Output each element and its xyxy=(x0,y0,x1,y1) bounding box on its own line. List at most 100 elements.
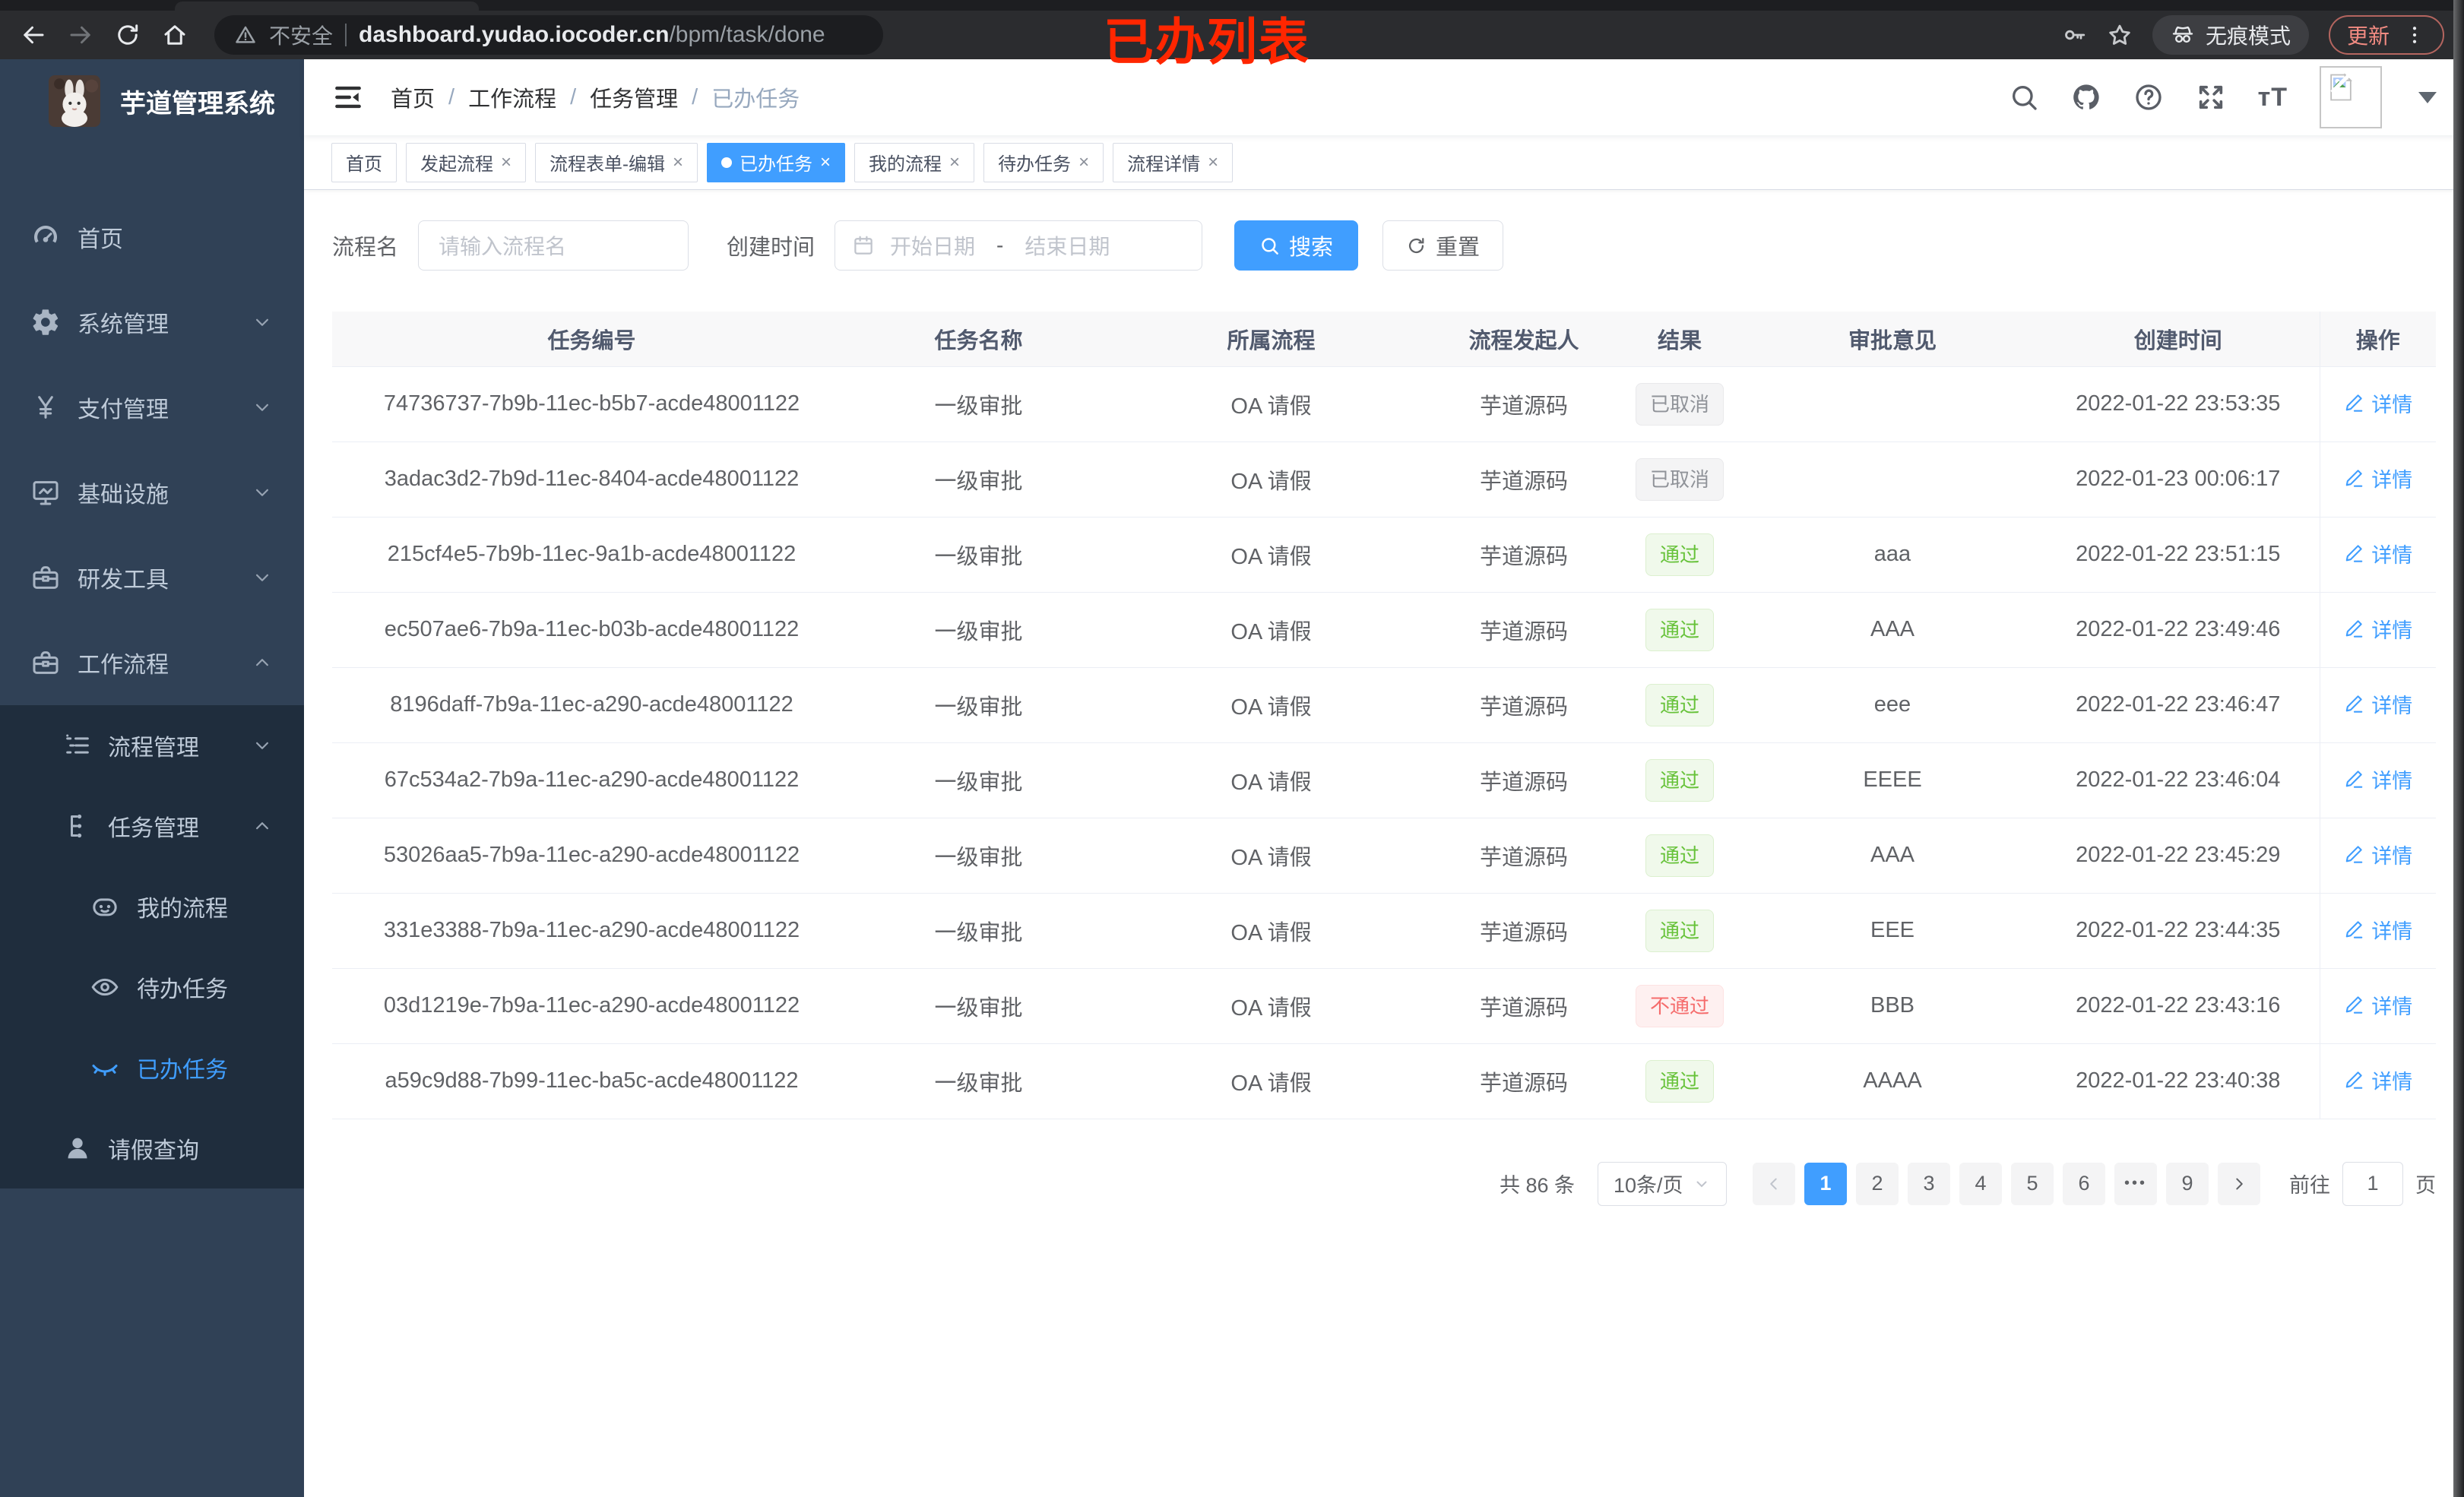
url-bar[interactable]: 不安全 dashboard.yudao.iocoder.cn/bpm/task/… xyxy=(214,15,883,55)
kebab-menu-icon[interactable] xyxy=(2403,24,2426,46)
reload-icon[interactable] xyxy=(114,21,141,49)
avatar[interactable] xyxy=(2320,66,2382,128)
edit-icon xyxy=(2343,843,2364,865)
font-size-icon[interactable]: тT xyxy=(2257,82,2288,112)
sidebar-item-devtool[interactable]: 研发工具 xyxy=(0,535,304,620)
tab-首页[interactable]: 首页 xyxy=(331,142,397,182)
browser-active-tab[interactable] xyxy=(175,2,479,11)
cell-starter: 芋道源码 xyxy=(1436,592,1611,668)
page-button-2[interactable]: 2 xyxy=(1856,1162,1899,1205)
bookmark-star-icon[interactable] xyxy=(2107,22,2133,48)
incognito-icon xyxy=(2171,23,2195,47)
page-size-select[interactable]: 10条/页 xyxy=(1598,1161,1727,1206)
cell-process: OA 请假 xyxy=(1106,592,1436,668)
forward-icon[interactable] xyxy=(67,21,94,49)
table-row: a59c9d88-7b99-11ec-ba5c-acde48001122 一级审批… xyxy=(332,1043,2436,1119)
cell-task-name: 一级审批 xyxy=(851,1043,1106,1119)
more-pages-button[interactable]: ••• xyxy=(2114,1162,2157,1205)
search-icon[interactable] xyxy=(2009,82,2039,112)
tab-流程详情[interactable]: 流程详情 × xyxy=(1113,142,1234,182)
sidebar-item-pay[interactable]: 支付管理 xyxy=(0,365,304,450)
cell-result: 已取消 xyxy=(1611,442,1748,517)
breadcrumb-workflow[interactable]: 工作流程 xyxy=(468,87,557,112)
detail-link[interactable]: 详情 xyxy=(2343,840,2412,869)
page-button-3[interactable]: 3 xyxy=(1908,1162,1950,1205)
breadcrumb-task-mgmt[interactable]: 任务管理 xyxy=(590,87,679,112)
sidebar-item-my-process[interactable]: 我的流程 xyxy=(0,866,304,947)
cell-actions: 详情 xyxy=(2319,366,2436,442)
cell-starter: 芋道源码 xyxy=(1436,366,1611,442)
create-time-range-input[interactable]: 开始日期 - 结束日期 xyxy=(835,220,1203,271)
page-button-5[interactable]: 5 xyxy=(2011,1162,2054,1205)
page-button-4[interactable]: 4 xyxy=(1959,1162,2002,1205)
sidebar-item-leave-query[interactable]: 请假查询 xyxy=(0,1108,304,1188)
search-button[interactable]: 搜索 xyxy=(1234,220,1359,271)
cell-process: OA 请假 xyxy=(1106,442,1436,517)
goto-page-input[interactable]: 1 xyxy=(2342,1161,2403,1206)
github-icon[interactable] xyxy=(2071,82,2101,112)
cell-result: 通过 xyxy=(1611,1043,1748,1119)
prev-page-button[interactable] xyxy=(1753,1162,1795,1205)
edit-icon xyxy=(2343,543,2364,564)
tab-已办任务[interactable]: 已办任务 × xyxy=(707,142,846,182)
sidebar-item-label: 系统管理 xyxy=(78,312,169,337)
chevron-down-icon xyxy=(1693,1175,1711,1193)
close-icon[interactable]: × xyxy=(673,151,684,172)
main-panel: 首页 / 工作流程 / 任务管理 / 已办任务 тT 首页 发起流程 × 流程表单-编… xyxy=(304,59,2464,1497)
reset-button[interactable]: 重置 xyxy=(1382,220,1504,271)
status-badge: 已取消 xyxy=(1635,382,1724,426)
detail-link[interactable]: 详情 xyxy=(2343,614,2412,644)
tab-发起流程[interactable]: 发起流程 × xyxy=(406,142,527,182)
sidebar-collapse-icon[interactable] xyxy=(331,81,365,114)
update-button[interactable]: 更新 xyxy=(2328,15,2444,55)
page-button-1[interactable]: 1 xyxy=(1804,1162,1847,1205)
detail-link[interactable]: 详情 xyxy=(2343,539,2412,568)
start-date-placeholder: 开始日期 xyxy=(890,235,976,258)
fullscreen-icon[interactable] xyxy=(2196,82,2226,112)
edit-icon xyxy=(2343,768,2364,790)
close-icon[interactable]: × xyxy=(1078,151,1090,172)
url-path: /bpm/task/done xyxy=(669,22,825,47)
cell-starter: 芋道源码 xyxy=(1436,818,1611,894)
briefcase-icon xyxy=(30,647,61,678)
cell-starter: 芋道源码 xyxy=(1436,517,1611,593)
detail-link[interactable]: 详情 xyxy=(2343,388,2412,418)
detail-link[interactable]: 详情 xyxy=(2343,689,2412,719)
breadcrumb-home[interactable]: 首页 xyxy=(391,87,435,112)
home-icon[interactable] xyxy=(161,21,188,49)
detail-link[interactable]: 详情 xyxy=(2343,764,2412,794)
sidebar-item-home[interactable]: 首页 xyxy=(0,195,304,280)
filter-bar: 流程名 请输入流程名 创建时间 开始日期 - 结束日期 搜索 重置 xyxy=(332,220,2436,271)
sidebar-item-workflow[interactable]: 工作流程 xyxy=(0,620,304,705)
close-icon[interactable]: × xyxy=(820,151,831,172)
back-icon[interactable] xyxy=(20,21,47,49)
close-icon[interactable]: × xyxy=(1208,151,1219,172)
close-icon[interactable]: × xyxy=(501,151,512,172)
cell-create-time: 2022-01-22 23:44:35 xyxy=(2037,893,2320,969)
tab-我的流程[interactable]: 我的流程 × xyxy=(854,142,975,182)
sidebar-item-system[interactable]: 系统管理 xyxy=(0,280,304,365)
sidebar-item-done-task[interactable]: 已办任务 xyxy=(0,1027,304,1108)
detail-link[interactable]: 详情 xyxy=(2343,915,2412,945)
tab-流程表单-编辑[interactable]: 流程表单-编辑 × xyxy=(535,142,698,182)
chevron-down-icon xyxy=(251,396,274,419)
next-page-button[interactable] xyxy=(2218,1162,2260,1205)
sidebar-item-todo-task[interactable]: 待办任务 xyxy=(0,947,304,1027)
page-button-9[interactable]: 9 xyxy=(2166,1162,2209,1205)
sidebar-item-process-mgmt[interactable]: 流程管理 xyxy=(0,705,304,786)
help-icon[interactable] xyxy=(2133,82,2164,112)
detail-link[interactable]: 详情 xyxy=(2343,464,2412,493)
detail-link[interactable]: 详情 xyxy=(2343,990,2412,1020)
detail-link[interactable]: 详情 xyxy=(2343,1065,2412,1095)
sidebar-item-task-mgmt[interactable]: 任务管理 xyxy=(0,786,304,866)
logo[interactable]: 芋道管理系统 xyxy=(0,59,304,143)
password-key-icon[interactable] xyxy=(2061,22,2087,48)
close-icon[interactable]: × xyxy=(949,151,961,172)
gear-icon xyxy=(30,307,61,337)
sidebar-item-infra[interactable]: 基础设施 xyxy=(0,450,304,535)
process-name-input[interactable]: 请输入流程名 xyxy=(418,220,689,271)
avatar-caret-icon[interactable] xyxy=(2418,91,2437,103)
page-button-6[interactable]: 6 xyxy=(2063,1162,2105,1205)
tab-待办任务[interactable]: 待办任务 × xyxy=(983,142,1104,182)
breadcrumb-separator: / xyxy=(570,84,577,109)
